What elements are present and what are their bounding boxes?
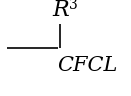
Text: 3: 3 bbox=[69, 0, 78, 12]
Text: R: R bbox=[52, 0, 69, 21]
Text: CFCL: CFCL bbox=[58, 56, 118, 75]
